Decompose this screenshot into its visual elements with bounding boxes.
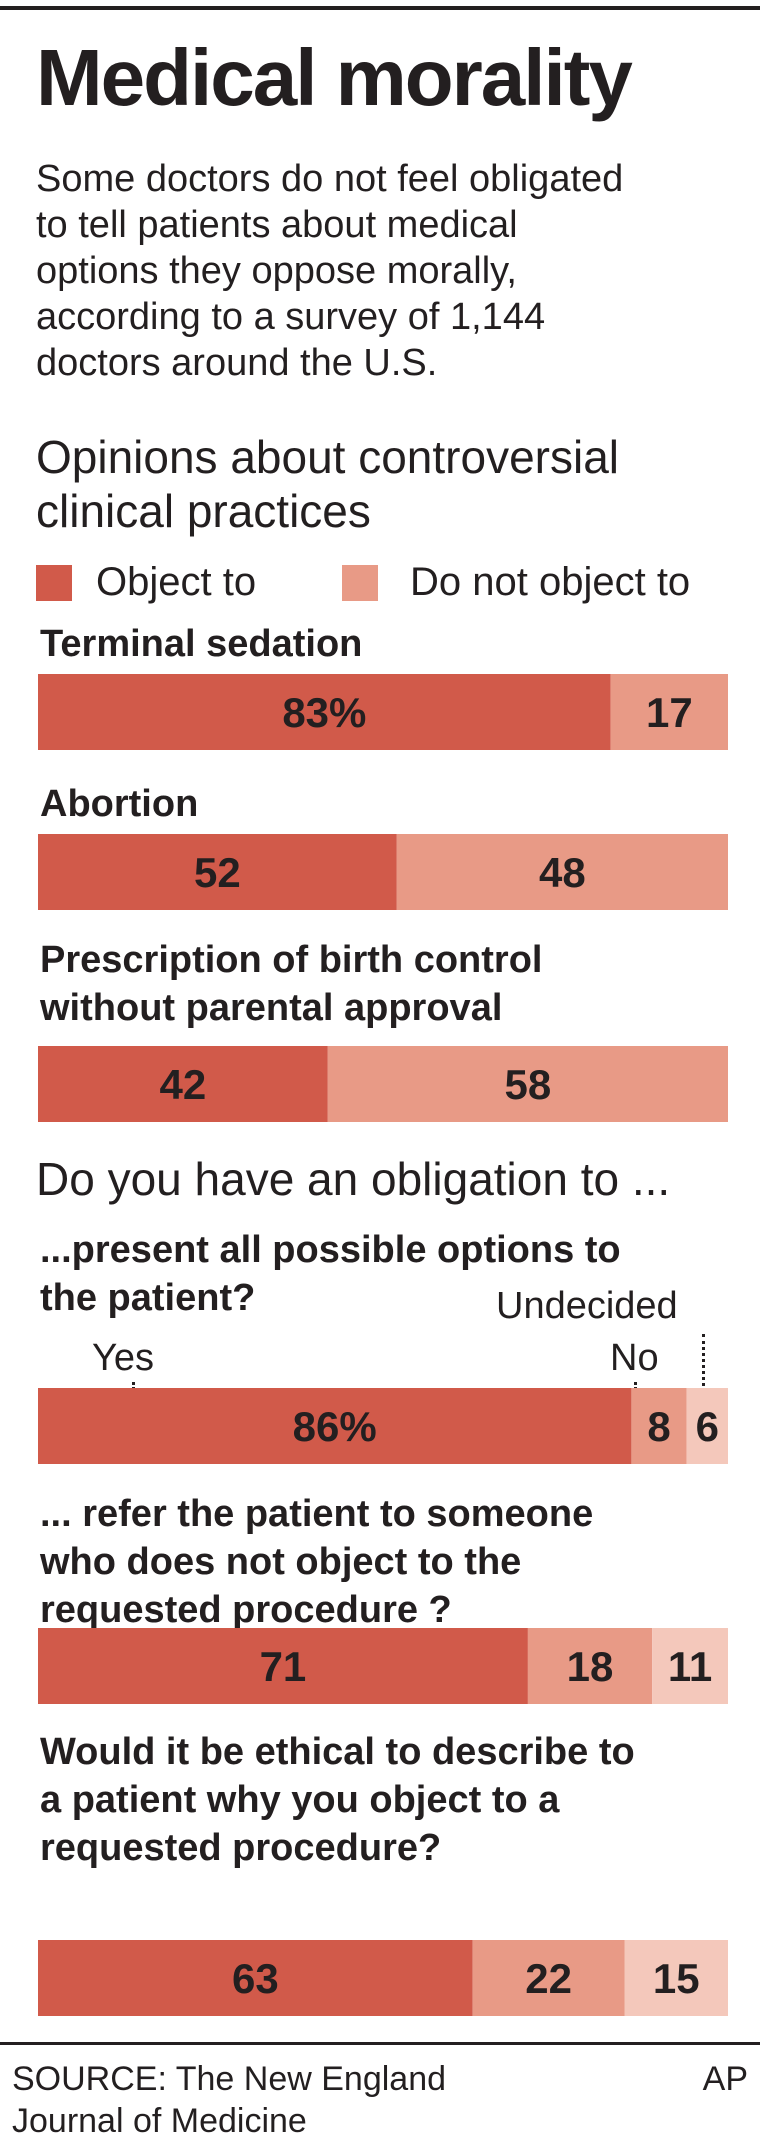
item-label-birth-control: Prescription of birth control without pa… xyxy=(40,936,542,1032)
data-label-do-not-object-to: 17 xyxy=(646,689,693,736)
legend-swatch-object xyxy=(36,565,72,601)
bar-segment-yes xyxy=(38,1940,473,2016)
stacked-bar-svg: 71 18 11 xyxy=(38,1628,728,1704)
bar-describe-objection: 63 22 15 xyxy=(38,1940,728,2016)
intro-line: to tell patients about medical xyxy=(36,204,518,246)
source-note: SOURCE: The New England Journal of Medic… xyxy=(12,2058,446,2142)
data-label-do-not-object-to: 58 xyxy=(505,1061,552,1108)
source-line: Journal of Medicine xyxy=(12,2102,307,2140)
section-heading-obligation: Do you have an obligation to ... xyxy=(36,1153,671,1205)
bar-segment-no xyxy=(527,1628,653,1704)
bar-segment-undecided xyxy=(686,1388,728,1464)
item-label-line: Terminal sedation xyxy=(40,623,363,665)
item-label-line: who does not object to the xyxy=(40,1541,522,1583)
legend: Object to Do not object to xyxy=(36,560,736,604)
item-label-line: Abortion xyxy=(40,783,199,825)
item-label-line: requested procedure ? xyxy=(40,1589,452,1631)
leader-line-undecided xyxy=(702,1334,705,1392)
section-heading-line: clinical practices xyxy=(36,485,371,537)
bar-abortion: 52 48 xyxy=(38,834,728,910)
data-label-object-to: 83% xyxy=(282,689,366,736)
intro-text: Some doctors do not feel obligated to te… xyxy=(36,156,736,386)
item-label-refer-patient: ... refer the patient to someone who doe… xyxy=(40,1490,593,1634)
credit: AP xyxy=(702,2060,748,2098)
stacked-bar-svg: 83% 17 xyxy=(38,674,728,750)
item-label-line: ...present all possible options to xyxy=(40,1229,621,1271)
data-label-no: 18 xyxy=(567,1643,614,1690)
legend-label-object: Object to xyxy=(96,560,257,604)
bar-present-options: 86% 8 6 xyxy=(38,1388,728,1464)
section-heading-line: Opinions about controversial xyxy=(36,431,619,483)
bar-segment-object-to xyxy=(38,674,611,750)
item-label-line: Prescription of birth control xyxy=(40,939,543,981)
legend-swatch-not-object xyxy=(342,565,378,601)
data-label-object-to: 52 xyxy=(194,849,241,896)
data-label-object-to: 42 xyxy=(160,1061,207,1108)
bar-refer-patient: 71 18 11 xyxy=(38,1628,728,1704)
bar-segment-do-not-object-to xyxy=(396,834,728,910)
stacked-bar-svg: 63 22 15 xyxy=(38,1940,728,2016)
bar-segment-do-not-object-to xyxy=(327,1046,728,1122)
item-label-abortion: Abortion xyxy=(40,780,198,828)
bar-terminal-sedation: 83% 17 xyxy=(38,674,728,750)
bar-segment-yes xyxy=(38,1628,528,1704)
item-label-terminal-sedation: Terminal sedation xyxy=(40,620,362,668)
data-label-no: 22 xyxy=(525,1955,572,2002)
data-label-yes: 63 xyxy=(232,1955,279,2002)
bar-segment-no xyxy=(472,1940,625,2016)
annotation-no: No xyxy=(610,1337,659,1379)
source-line: SOURCE: The New England xyxy=(12,2060,447,2098)
item-label-line: the patient? xyxy=(40,1277,256,1319)
section-heading-opinions: Opinions about controversial clinical pr… xyxy=(36,430,619,538)
intro-line: Some doctors do not feel obligated xyxy=(36,158,624,200)
top-rule xyxy=(0,6,760,10)
bar-segment-undecided xyxy=(652,1628,728,1704)
bar-segment-object-to xyxy=(38,1046,328,1122)
bar-segment-do-not-object-to xyxy=(610,674,728,750)
annotation-undecided: Undecided xyxy=(496,1285,678,1327)
data-label-undecided: 6 xyxy=(696,1403,719,1450)
item-label-line: a patient why you object to a xyxy=(40,1779,560,1821)
item-label-line: without parental approval xyxy=(40,987,503,1029)
data-label-no: 8 xyxy=(647,1403,670,1450)
bar-segment-no xyxy=(631,1388,687,1464)
data-label-yes: 86% xyxy=(293,1403,377,1450)
legend-label-not-object: Do not object to xyxy=(410,560,691,604)
item-label-present-options: ...present all possible options to the p… xyxy=(40,1226,621,1322)
item-label-describe-objection: Would it be ethical to describe to a pat… xyxy=(40,1728,635,1872)
annotation-yes: Yes xyxy=(92,1337,154,1379)
stacked-bar-svg: 86% 8 6 xyxy=(38,1388,728,1464)
intro-line: doctors around the U.S. xyxy=(36,342,438,384)
data-label-undecided: 11 xyxy=(668,1643,712,1690)
data-label-yes: 71 xyxy=(260,1643,307,1690)
bar-birth-control: 42 58 xyxy=(38,1046,728,1122)
bar-segment-object-to xyxy=(38,834,397,910)
bar-segment-undecided xyxy=(624,1940,728,2016)
item-label-line: Would it be ethical to describe to xyxy=(40,1731,635,1773)
stacked-bar-svg: 42 58 xyxy=(38,1046,728,1122)
bar-segment-yes xyxy=(38,1388,632,1464)
data-label-do-not-object-to: 48 xyxy=(539,849,586,896)
intro-line: according to a survey of 1,144 xyxy=(36,296,546,338)
item-label-line: requested procedure? xyxy=(40,1827,442,1869)
stacked-bar-svg: 52 48 xyxy=(38,834,728,910)
item-label-line: ... refer the patient to someone xyxy=(40,1493,594,1535)
data-label-undecided: 15 xyxy=(653,1955,700,2002)
intro-line: options they oppose morally, xyxy=(36,250,517,292)
chart-title: Medical morality xyxy=(36,33,633,122)
bottom-rule xyxy=(0,2042,760,2045)
